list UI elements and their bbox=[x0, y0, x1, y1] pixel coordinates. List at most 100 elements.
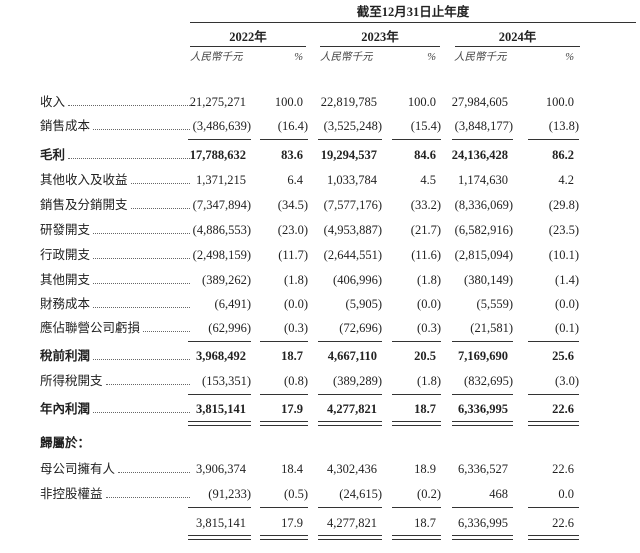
total-rule bbox=[188, 539, 251, 540]
label-text: 母公司擁有人 bbox=[40, 462, 116, 476]
amount-cell: 3,815,141 bbox=[196, 516, 246, 530]
percent-cell: 4.2 bbox=[558, 173, 574, 187]
subtotal-rule bbox=[260, 139, 308, 140]
percent-cell: (33.2) bbox=[410, 198, 441, 212]
percent-cell: (0.1) bbox=[555, 321, 579, 335]
label-text: 其他開支 bbox=[40, 273, 91, 287]
subtotal-rule bbox=[188, 139, 251, 140]
percent-cell: 18.9 bbox=[414, 462, 436, 476]
amount-cell: (91,233) bbox=[208, 487, 251, 501]
row-label: 非控股權益 bbox=[40, 486, 190, 502]
percent-cell: (0.5) bbox=[284, 487, 308, 501]
unit-header: 人民幣千元 bbox=[320, 52, 373, 63]
total-rule bbox=[452, 421, 513, 422]
subtotal-rule bbox=[318, 341, 382, 342]
percent-cell: (0.2) bbox=[417, 487, 441, 501]
percent-cell: (16.4) bbox=[277, 119, 308, 133]
amount-cell: (24,615) bbox=[339, 487, 382, 501]
amount-cell: (4,953,887) bbox=[323, 223, 382, 237]
amount-cell: (2,644,551) bbox=[323, 248, 382, 262]
amount-cell: 24,136,428 bbox=[451, 148, 508, 162]
amount-cell: 3,906,374 bbox=[196, 462, 246, 476]
amount-cell: 1,033,784 bbox=[327, 173, 377, 187]
percent-cell: (1.8) bbox=[284, 273, 308, 287]
amount-cell: 4,277,821 bbox=[327, 516, 377, 530]
percent-cell: 100.0 bbox=[545, 95, 574, 109]
percent-cell: (10.1) bbox=[548, 248, 579, 262]
year-rule bbox=[455, 46, 580, 47]
unit-header: 人民幣千元 bbox=[190, 52, 243, 63]
percent-cell: 17.9 bbox=[281, 516, 303, 530]
total-rule bbox=[452, 535, 513, 536]
percent-cell: 18.7 bbox=[414, 402, 436, 416]
subtotal-rule bbox=[528, 507, 579, 508]
amount-cell: (3,525,248) bbox=[323, 119, 382, 133]
percent-cell: (1.8) bbox=[417, 374, 441, 388]
subtotal-rule bbox=[392, 394, 441, 395]
percent-cell: 17.9 bbox=[281, 402, 303, 416]
total-rule bbox=[452, 539, 513, 540]
subtotal-rule bbox=[188, 507, 251, 508]
row-label: 銷售及分銷開支 bbox=[40, 197, 190, 213]
subtotal-rule bbox=[452, 507, 513, 508]
amount-cell: (389,289) bbox=[333, 374, 382, 388]
total-rule bbox=[260, 539, 308, 540]
dot-leader bbox=[93, 401, 190, 413]
total-rule bbox=[528, 425, 579, 426]
percent-cell: (0.0) bbox=[284, 297, 308, 311]
row-label: 財務成本 bbox=[40, 296, 190, 312]
subtotal-rule bbox=[318, 394, 382, 395]
percent-cell: (1.8) bbox=[417, 273, 441, 287]
dot-leader bbox=[118, 461, 190, 473]
amount-cell: (153,351) bbox=[202, 374, 251, 388]
amount-cell: 4,277,821 bbox=[327, 402, 377, 416]
row-label: 歸屬於： bbox=[40, 435, 190, 451]
amount-cell: (7,577,176) bbox=[323, 198, 382, 212]
dot-leader bbox=[93, 222, 190, 234]
subtotal-rule bbox=[188, 394, 251, 395]
amount-cell: (62,996) bbox=[208, 321, 251, 335]
amount-cell: (2,498,159) bbox=[192, 248, 251, 262]
row-label: 其他收入及收益 bbox=[40, 172, 190, 188]
total-rule bbox=[188, 421, 251, 422]
row-label: 其他開支 bbox=[40, 272, 190, 288]
unit-header: % bbox=[294, 52, 303, 63]
percent-cell: 4.5 bbox=[420, 173, 436, 187]
year-rule bbox=[190, 46, 306, 47]
amount-cell: (406,996) bbox=[333, 273, 382, 287]
subtotal-rule bbox=[452, 341, 513, 342]
total-rule bbox=[318, 421, 382, 422]
total-rule bbox=[528, 539, 579, 540]
period-header: 截至12月31日止年度 bbox=[356, 5, 470, 19]
percent-cell: (15.4) bbox=[410, 119, 441, 133]
amount-cell: (380,149) bbox=[464, 273, 513, 287]
percent-cell: 18.7 bbox=[281, 349, 303, 363]
dot-leader bbox=[105, 373, 190, 385]
subtotal-rule bbox=[392, 507, 441, 508]
total-rule bbox=[188, 425, 251, 426]
percent-cell: 84.6 bbox=[414, 148, 436, 162]
label-text: 所得稅開支 bbox=[40, 374, 103, 388]
subtotal-rule bbox=[318, 139, 382, 140]
percent-cell: 83.6 bbox=[281, 148, 303, 162]
amount-cell: 6,336,995 bbox=[458, 402, 508, 416]
amount-cell: 7,169,690 bbox=[458, 349, 508, 363]
unit-header: % bbox=[565, 52, 574, 63]
subtotal-rule bbox=[528, 139, 579, 140]
amount-cell: 4,667,110 bbox=[327, 349, 377, 363]
amount-cell: 468 bbox=[489, 487, 508, 501]
row-label: 所得稅開支 bbox=[40, 373, 190, 389]
subtotal-rule bbox=[260, 341, 308, 342]
subtotal-rule bbox=[392, 139, 441, 140]
amount-cell: 3,968,492 bbox=[196, 349, 246, 363]
dot-leader bbox=[68, 94, 190, 106]
percent-cell: 0.0 bbox=[558, 487, 574, 501]
amount-cell: (832,695) bbox=[464, 374, 513, 388]
amount-cell: (3,486,639) bbox=[192, 119, 251, 133]
subtotal-rule bbox=[392, 341, 441, 342]
total-rule bbox=[318, 425, 382, 426]
percent-cell: (29.8) bbox=[548, 198, 579, 212]
percent-cell: (0.8) bbox=[284, 374, 308, 388]
label-text: 毛利 bbox=[40, 148, 66, 162]
